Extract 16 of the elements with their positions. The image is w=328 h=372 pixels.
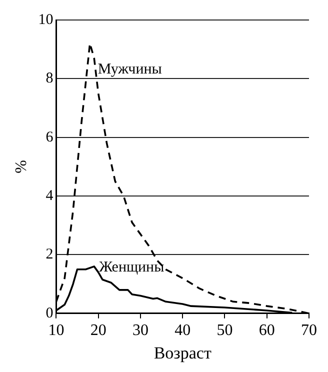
y-tick-label: 4 [46, 188, 54, 204]
series-label: Женщины [99, 259, 164, 276]
y-tick-label: 6 [46, 129, 54, 146]
x-tick-label: 40 [174, 322, 191, 340]
x-axis-title: Возраст [154, 343, 212, 362]
y-tick-label: 2 [46, 246, 54, 263]
y-tick-label: 0 [46, 305, 54, 322]
x-tick-label: 30 [132, 322, 148, 340]
y-tick-label: 10 [38, 12, 54, 28]
x-tick-label: 50 [216, 322, 233, 340]
x-tick-label: 70 [301, 322, 317, 340]
x-tick-label: 20 [90, 322, 106, 340]
y-axis-title: % [12, 160, 30, 174]
x-tick-label: 60 [258, 322, 275, 340]
y-tick-label: 8 [46, 70, 54, 87]
series-label: Мужчины [98, 61, 162, 78]
